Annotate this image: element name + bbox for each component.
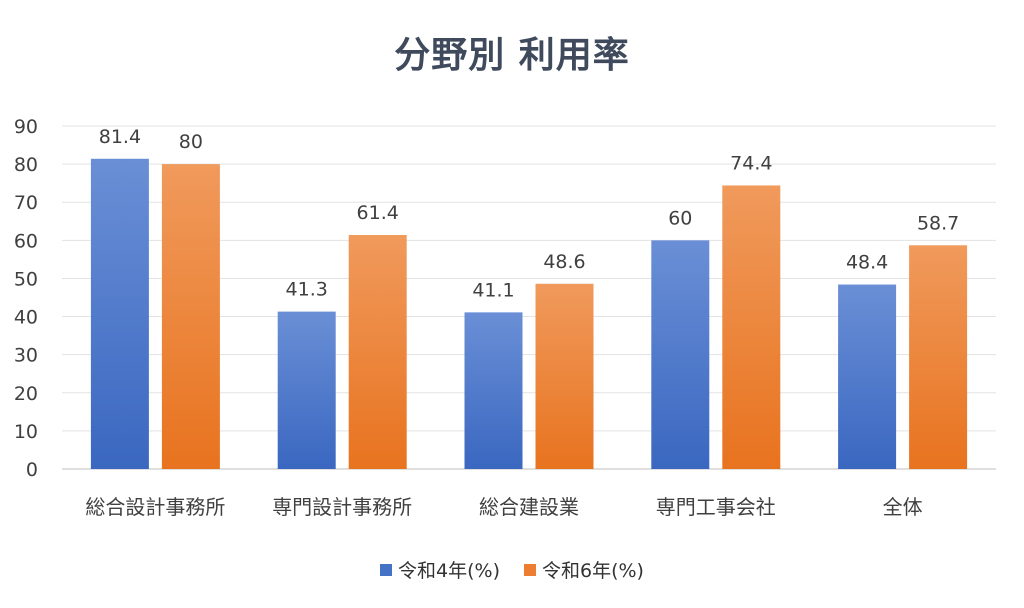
bar-r6[interactable] — [161, 164, 220, 469]
y-tick-label: 70 — [14, 192, 38, 214]
y-tick-label: 10 — [14, 421, 38, 443]
y-tick-label: 20 — [14, 383, 38, 405]
legend-swatch-r4 — [380, 563, 393, 576]
y-tick-label: 0 — [26, 459, 38, 481]
y-tick-label: 60 — [14, 230, 38, 252]
data-label: 61.4 — [357, 202, 399, 224]
bar-r4[interactable] — [90, 158, 149, 469]
data-label: 74.4 — [730, 152, 772, 174]
y-tick-label: 50 — [14, 268, 38, 290]
category-label: 総合設計事務所 — [85, 495, 225, 519]
y-tick-label: 80 — [14, 154, 38, 176]
bar-r6[interactable] — [535, 283, 594, 469]
legend-item-r4[interactable]: 令和4年(%) — [380, 556, 500, 583]
y-tick-label: 90 — [14, 116, 38, 138]
y-tick-label: 40 — [14, 307, 38, 329]
legend-item-r6[interactable]: 令和6年(%) — [524, 556, 644, 583]
bar-r4[interactable] — [464, 312, 523, 469]
category-label: 専門工事会社 — [656, 495, 776, 519]
data-label: 41.1 — [472, 279, 514, 301]
bar-r6[interactable] — [348, 234, 407, 469]
data-label: 58.7 — [917, 212, 959, 234]
category-label: 総合建設業 — [479, 495, 579, 519]
category-label: 全体 — [883, 495, 923, 519]
legend: 令和4年(%) 令和6年(%) — [0, 556, 1024, 583]
legend-label-r4: 令和4年(%) — [398, 560, 500, 582]
data-label: 60 — [668, 207, 692, 229]
chart-title: 分野別 利用率 — [394, 35, 630, 76]
bar-r6[interactable] — [722, 185, 781, 469]
bar-r4[interactable] — [838, 284, 897, 469]
data-label: 48.6 — [543, 251, 585, 273]
legend-label-r6: 令和6年(%) — [542, 560, 644, 582]
data-label: 48.4 — [846, 252, 888, 274]
data-label: 81.4 — [99, 126, 141, 148]
bar-r4[interactable] — [651, 240, 710, 469]
legend-swatch-r6 — [524, 563, 536, 576]
bar-r6[interactable] — [909, 245, 968, 469]
data-label: 80 — [179, 131, 203, 153]
y-tick-label: 30 — [14, 345, 38, 367]
category-label: 専門設計事務所 — [272, 495, 412, 519]
data-label: 41.3 — [286, 279, 328, 301]
bar-r4[interactable] — [277, 311, 336, 469]
